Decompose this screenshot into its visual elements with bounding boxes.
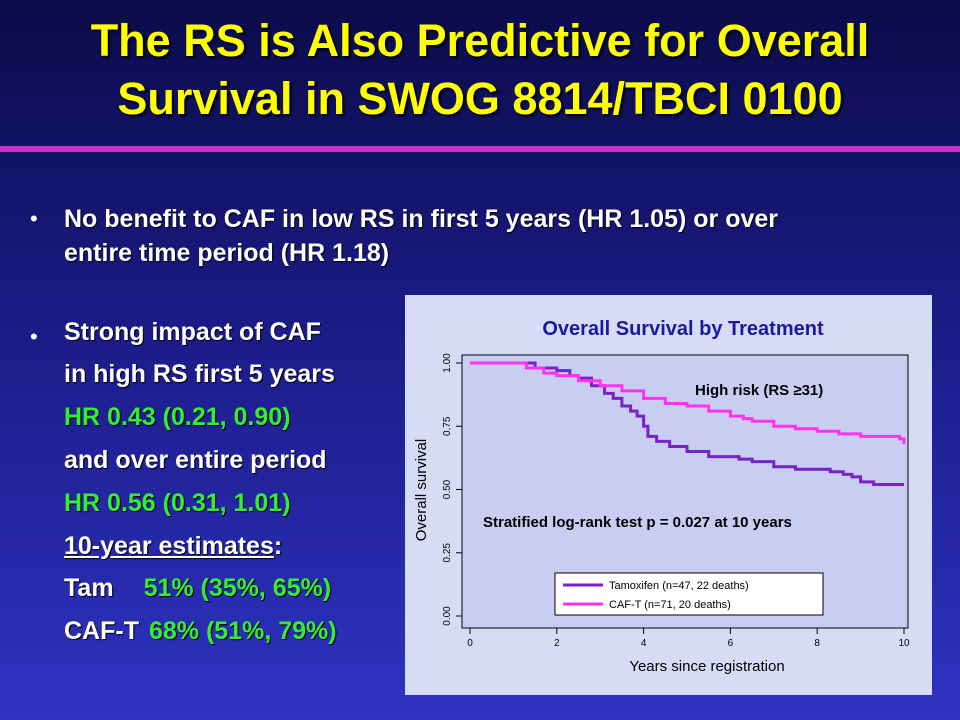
x-tick-label: 8 [814, 638, 820, 649]
bullet-2-dot: • [30, 324, 38, 349]
x-tick-label: 10 [898, 638, 910, 649]
chart-legend: Tamoxifen (n=47, 22 deaths) CAF-T (n=71,… [554, 572, 824, 616]
risk-annotation: High risk (RS ≥31) [695, 382, 823, 399]
slide-title-line-1: The RS is Also Predictive for Overall [90, 15, 870, 66]
y-tick-label: 0.50 [442, 479, 453, 499]
bullet-1: No benefit to CAF in low RS in first 5 y… [64, 202, 944, 270]
x-tick-label: 2 [554, 638, 560, 649]
tam-estimate-row: Tam 51% (35%, 65%) [64, 574, 331, 603]
bullet-2-estimates-heading: 10-year estimates: [64, 532, 282, 561]
y-tick-label: 0.00 [442, 606, 453, 626]
survival-chart: Overall Survival by Treatment 0 2 4 6 8 10 0.0… [413, 318, 910, 675]
bullet-2-hr-entire: HR 0.56 (0.31, 1.01) [64, 489, 291, 517]
bullet-2-line-4: and over entire period [64, 446, 327, 474]
y-axis-label: Overall survival [413, 439, 430, 542]
chart-title: Overall Survival by Treatment [542, 318, 824, 340]
y-tick-label: 1.00 [442, 353, 453, 373]
tam-label: Tam [64, 574, 114, 602]
bullet-1-line-2: entire time period (HR 1.18) [64, 239, 390, 267]
survival-chart-panel: Overall Survival by Treatment 0 2 4 6 8 10 0.0… [405, 295, 932, 695]
tam-value: 51% (35%, 65%) [143, 574, 332, 602]
caf-value: 68% (51%, 79%) [148, 617, 337, 645]
slide-title: The RS is Also Predictive for Overall Su… [0, 12, 960, 128]
title-divider [0, 146, 960, 152]
bullet-1-line-1: No benefit to CAF in low RS in first 5 y… [64, 205, 779, 233]
estimates-heading-colon: : [273, 532, 283, 560]
legend-caf-label: CAF-T (n=71, 20 deaths) [609, 599, 731, 611]
slide-title-line-2: Survival in SWOG 8814/TBCI 0100 [117, 73, 843, 124]
bullet-1-dot: • [30, 206, 38, 231]
x-tick-label: 6 [728, 638, 734, 649]
bullet-2-line-2: in high RS first 5 years [64, 360, 335, 388]
x-tick-label: 0 [467, 638, 473, 649]
estimates-heading-text: 10-year estimates [64, 532, 274, 560]
bullet-2-line-1: Strong impact of CAF [64, 318, 321, 346]
caf-label: CAF-T [64, 617, 139, 645]
caf-estimate-row: CAF-T 68% (51%, 79%) [64, 617, 337, 646]
y-tick-label: 0.75 [442, 416, 453, 436]
legend-box [554, 572, 824, 616]
x-tick-label: 4 [641, 638, 647, 649]
legend-tamoxifen-label: Tamoxifen (n=47, 22 deaths) [609, 580, 749, 592]
logrank-annotation: Stratified log-rank test p = 0.027 at 10… [483, 514, 792, 531]
y-tick-label: 0.25 [442, 543, 453, 563]
caf-t-survival-curve [470, 361, 906, 444]
bullet-2-hr-first-5y: HR 0.43 (0.21, 0.90) [64, 403, 291, 431]
x-axis-label: Years since registration [629, 658, 784, 675]
